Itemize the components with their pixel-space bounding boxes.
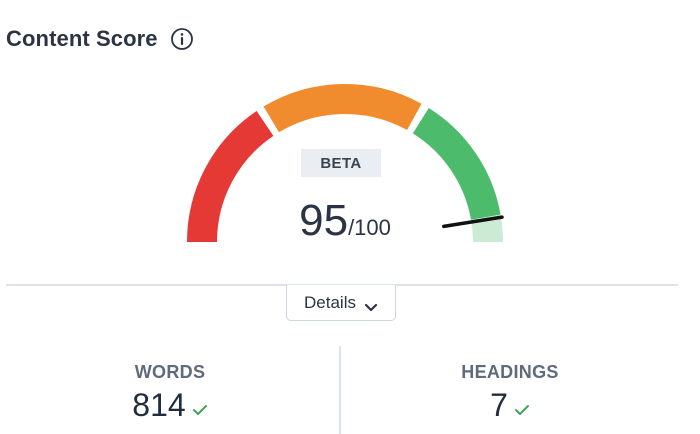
page-title: Content Score	[6, 26, 158, 51]
score-value: 95	[299, 196, 349, 245]
stats-row: WORDS 814 HEADINGS 7	[0, 346, 680, 434]
details-button[interactable]: Details	[286, 285, 396, 321]
gauge-needle	[442, 215, 504, 229]
check-icon	[192, 403, 208, 415]
gauge-segment-low	[186, 110, 274, 243]
stat-headings: HEADINGS 7	[340, 346, 680, 424]
gauge-segment-high-end	[470, 214, 503, 243]
stats-divider	[339, 346, 341, 434]
stat-value: 814	[132, 387, 186, 423]
beta-badge: BETA	[301, 149, 381, 177]
details-label: Details	[304, 292, 356, 312]
stat-value: 7	[490, 387, 508, 423]
gauge-segment-high	[412, 107, 501, 221]
chevron-down-icon	[364, 298, 378, 311]
check-icon	[514, 403, 530, 415]
stat-words: WORDS 814	[0, 346, 340, 424]
stat-label: HEADINGS	[461, 362, 559, 382]
score-display: 95/100	[250, 196, 440, 246]
score-max: /100	[348, 215, 391, 240]
content-score-gauge	[186, 83, 504, 243]
gauge-segment-mid	[263, 83, 422, 133]
info-icon[interactable]	[170, 27, 194, 51]
stat-label: WORDS	[134, 362, 206, 382]
content-score-header: Content Score	[6, 26, 194, 52]
